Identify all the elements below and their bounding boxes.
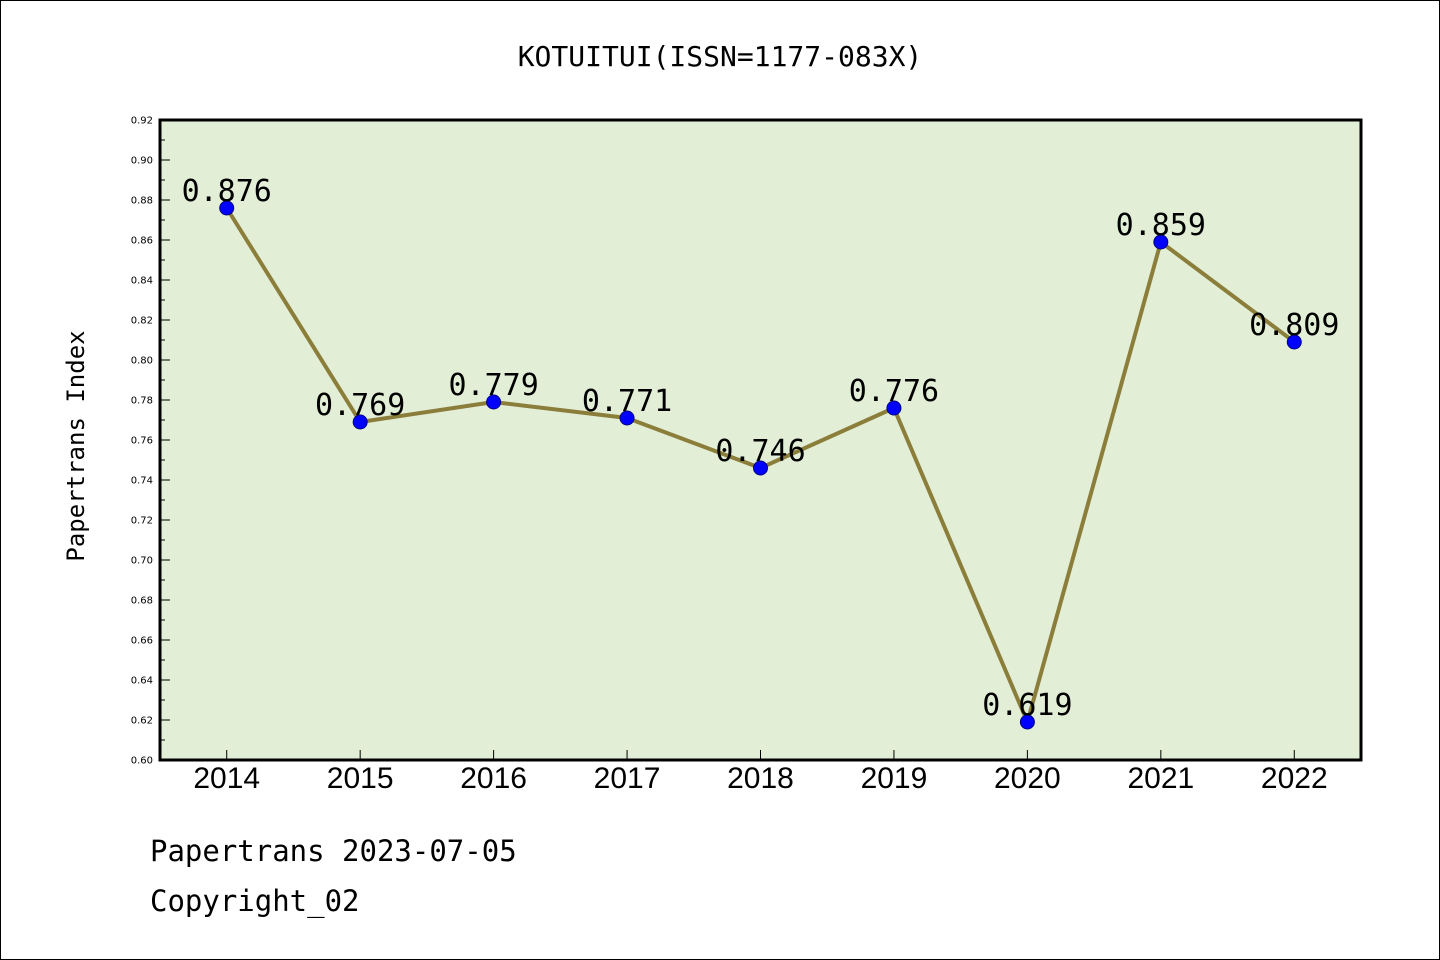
y-tick-label: 0.84 <box>131 276 153 287</box>
data-label: 0.769 <box>315 388 405 423</box>
y-tick-label: 0.90 <box>131 156 153 167</box>
x-tick-label: 2017 <box>594 762 661 795</box>
x-tick-label: 2018 <box>727 762 794 795</box>
y-tick-label: 0.76 <box>131 436 153 447</box>
data-point <box>1019 714 1035 730</box>
data-label: 0.779 <box>448 368 538 403</box>
y-tick-label: 0.60 <box>131 756 153 767</box>
plot-area <box>160 120 1361 760</box>
footer-source: Papertrans 2023-07-05 <box>150 834 517 868</box>
y-tick-label: 0.64 <box>131 676 153 687</box>
y-tick-label: 0.78 <box>131 396 153 407</box>
chart-title: KOTUITUI(ISSN=1177-083X) <box>518 40 923 73</box>
data-point <box>219 200 235 216</box>
data-label: 0.746 <box>715 434 805 469</box>
y-axis: 0.60 0.62 0.64 0.66 0.68 0.70 0.72 0.74 0.76 0.78… <box>131 116 170 767</box>
x-tick-label: 2022 <box>1261 762 1328 795</box>
data-point <box>753 460 768 476</box>
data-label: 0.809 <box>1249 308 1339 343</box>
y-tick-label: 0.92 <box>131 116 153 127</box>
y-tick-label: 0.88 <box>131 196 153 207</box>
data-label: 0.876 <box>182 174 272 209</box>
y-tick-label: 0.80 <box>131 356 153 367</box>
y-tick-label: 0.86 <box>131 236 153 247</box>
x-tick-label: 2015 <box>327 762 394 795</box>
x-tick-label: 2016 <box>460 762 527 795</box>
y-tick-label: 0.70 <box>131 556 153 567</box>
data-label: 0.859 <box>1116 208 1206 243</box>
data-markers <box>219 200 1302 730</box>
x-tick-label: 2021 <box>1127 762 1194 795</box>
y-tick-label: 0.62 <box>131 716 153 727</box>
y-tick-label: 0.66 <box>131 636 153 647</box>
data-point <box>619 410 635 426</box>
data-point <box>1153 234 1169 250</box>
x-tick-label: 2014 <box>193 762 260 795</box>
x-tick-label: 2019 <box>861 762 928 795</box>
y-tick-label: 0.74 <box>131 476 153 487</box>
y-tick-label: 0.72 <box>131 516 153 527</box>
data-labels: 0.876 0.769 0.779 0.771 0.746 0.776 0.619 0.859… <box>182 174 1340 723</box>
data-point <box>1286 334 1302 350</box>
y-tick-label: 0.82 <box>131 316 153 327</box>
data-point <box>486 394 502 410</box>
data-point <box>886 400 902 416</box>
data-label: 0.771 <box>582 384 672 419</box>
footer-copyright: Copyright_02 <box>150 884 360 918</box>
data-label: 0.776 <box>849 374 939 409</box>
x-axis: 2014 2015 2016 2017 2018 2019 2020 2021 2022 <box>193 750 1328 795</box>
data-label: 0.619 <box>982 688 1072 723</box>
data-point <box>352 414 368 430</box>
plot-border <box>158 118 1363 762</box>
y-tick-label: 0.68 <box>131 596 153 607</box>
y-axis-label: Papertrans Index <box>62 330 90 561</box>
x-tick-label: 2020 <box>994 762 1061 795</box>
